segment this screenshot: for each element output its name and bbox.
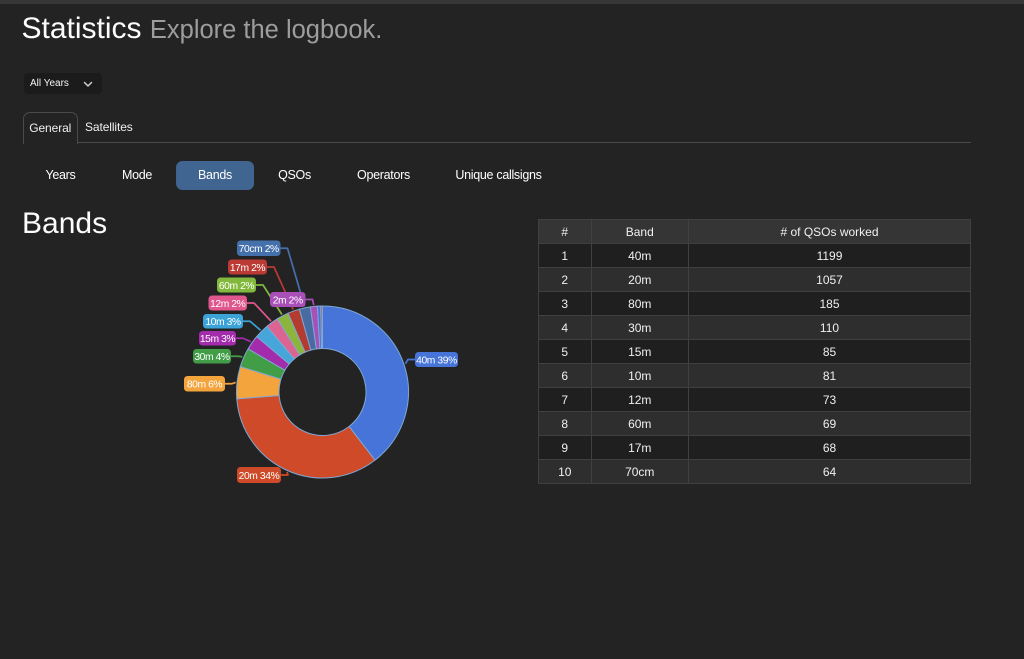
svg-text:80m 6%: 80m 6% bbox=[187, 380, 223, 391]
svg-text:2m 2%: 2m 2% bbox=[273, 295, 303, 306]
svg-text:20m 34%: 20m 34% bbox=[239, 471, 280, 482]
svg-text:10m 3%: 10m 3% bbox=[205, 317, 241, 328]
svg-text:70cm 2%: 70cm 2% bbox=[239, 244, 279, 255]
svg-text:30m 4%: 30m 4% bbox=[194, 352, 230, 363]
svg-text:15m 3%: 15m 3% bbox=[200, 334, 236, 345]
svg-text:60m 2%: 60m 2% bbox=[219, 281, 255, 292]
svg-text:12m 2%: 12m 2% bbox=[210, 299, 246, 310]
svg-text:17m 2%: 17m 2% bbox=[230, 263, 266, 274]
svg-text:40m 39%: 40m 39% bbox=[416, 355, 457, 366]
